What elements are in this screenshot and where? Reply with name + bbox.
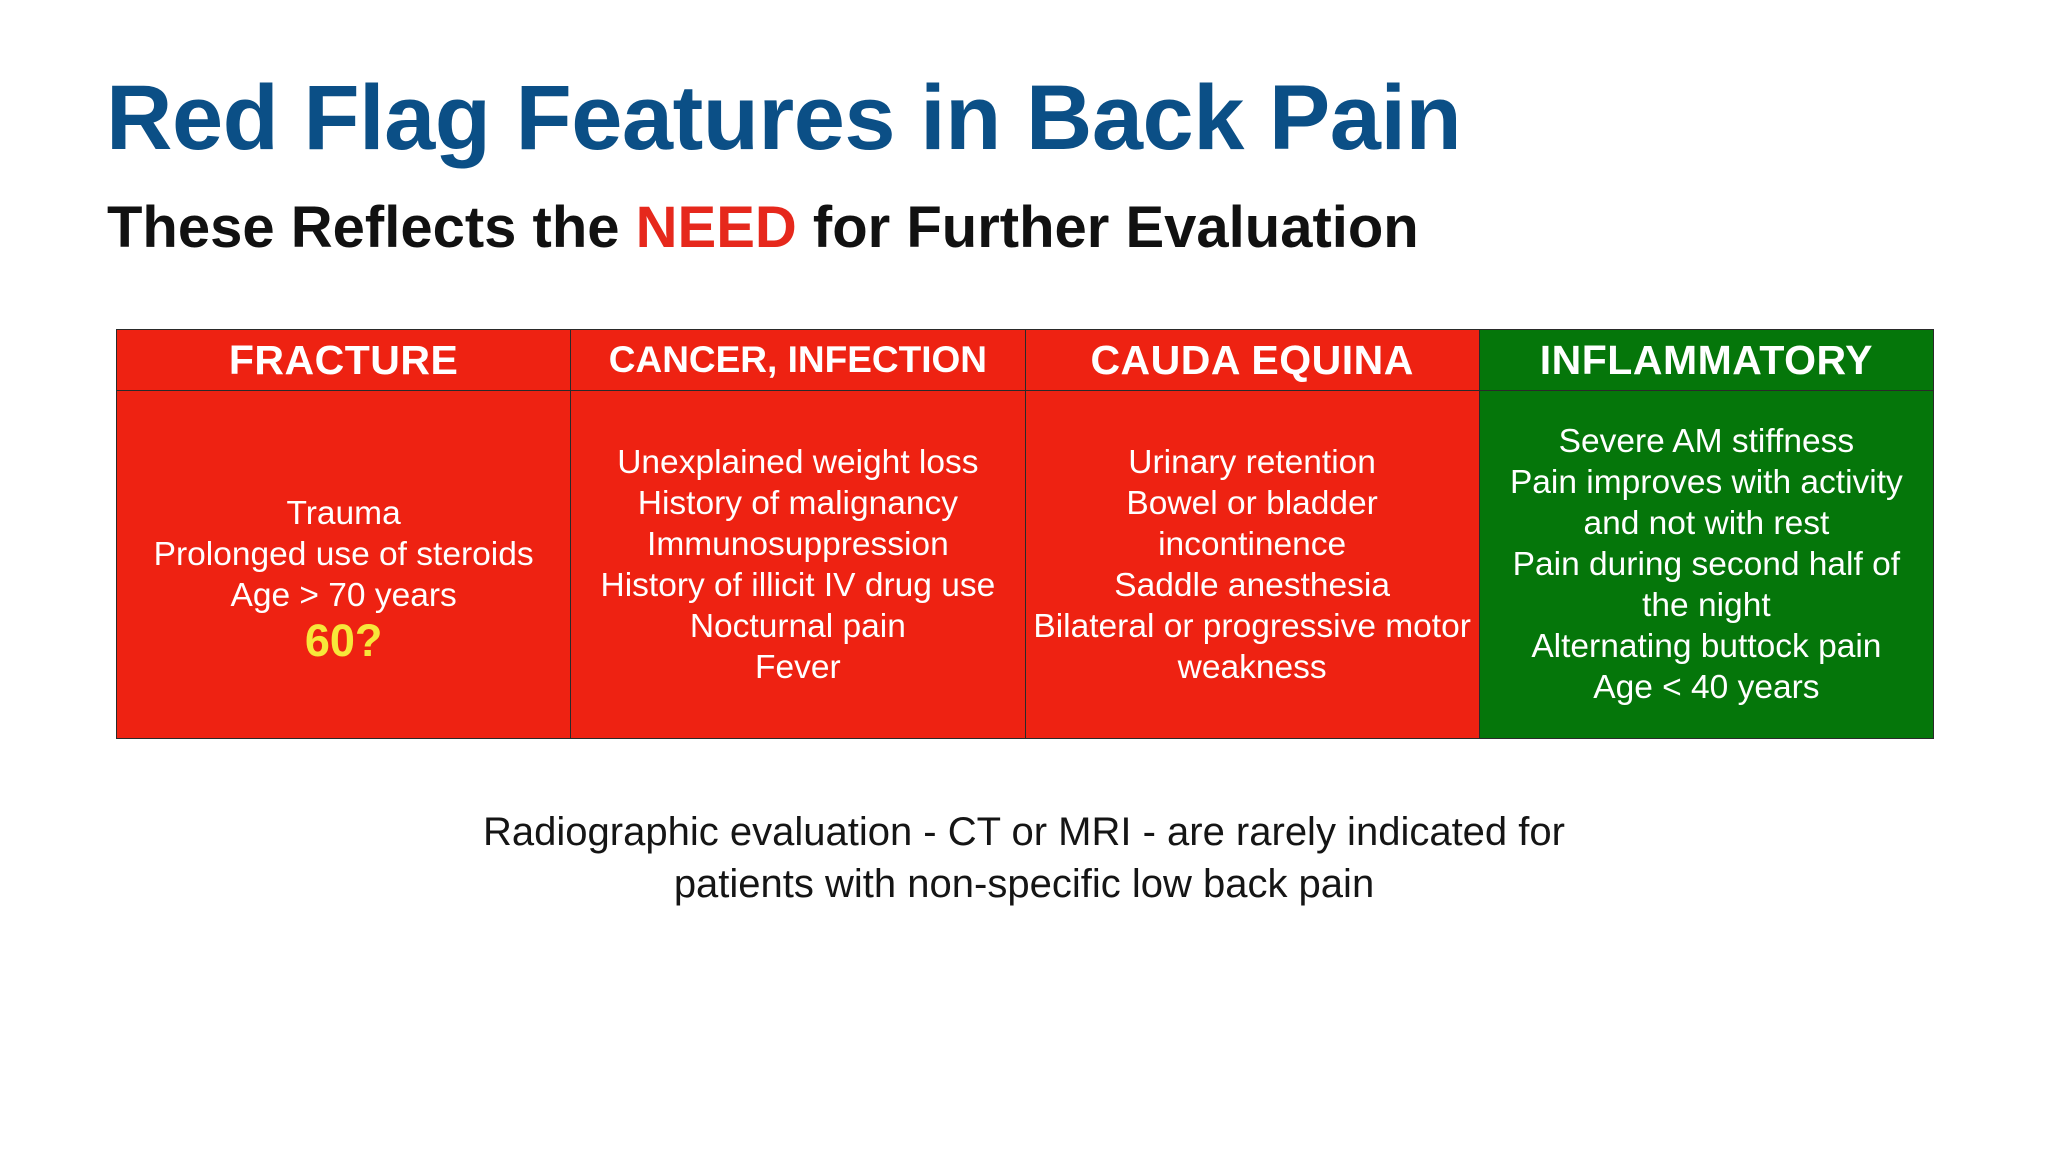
slide-title: Red Flag Features in Back Pain xyxy=(106,67,1462,169)
header-fracture: FRACTURE xyxy=(115,329,572,391)
cell-cauda-equina: Urinary retention Bowel or bladder incon… xyxy=(1024,390,1480,739)
list-item: Urinary retention xyxy=(1128,443,1376,481)
cell-inflammatory: Severe AM stiffness Pain improves with a… xyxy=(1478,390,1935,739)
list-item: Nocturnal pain xyxy=(689,607,906,645)
list-item: Age > 70 years xyxy=(230,577,457,614)
list-item: Severe AM stiffness xyxy=(1558,423,1855,460)
list-item: Bowel or bladder incontinence xyxy=(1126,484,1378,563)
table-body-row: Trauma Prolonged use of steroids Age > 7… xyxy=(115,390,1935,739)
table-header-row: FRACTURE CANCER, INFECTION CAUDA EQUINA … xyxy=(115,329,1935,391)
list-item: Trauma xyxy=(286,495,401,532)
list-item: Pain during second half of the night xyxy=(1512,546,1901,624)
list-item: Alternating buttock pain xyxy=(1531,628,1882,665)
footnote-line-2: patients with non-specific low back pain xyxy=(673,862,1375,906)
footnote: Radiographic evaluation - CT or MRI - ar… xyxy=(0,806,2048,910)
list-item: Age < 40 years xyxy=(1593,669,1820,706)
cell-fracture: Trauma Prolonged use of steroids Age > 7… xyxy=(115,390,572,739)
question-annotation: 60? xyxy=(304,615,383,666)
footnote-line-1: Radiographic evaluation - CT or MRI - ar… xyxy=(483,810,1565,854)
header-inflammatory: INFLAMMATORY xyxy=(1478,329,1935,391)
subtitle-accent-need: NEED xyxy=(635,195,797,260)
list-item: Pain improves with activity and not with… xyxy=(1509,464,1903,542)
list-item: History of illicit IV drug use xyxy=(600,566,996,604)
list-item: History of malignancy xyxy=(637,484,958,522)
list-item: Bilateral or progressive motor weakness xyxy=(1033,607,1471,686)
subtitle-text-after: for Further Evaluation xyxy=(796,195,1419,260)
list-item: Saddle anesthesia xyxy=(1114,566,1390,604)
cell-cancer-infection: Unexplained weight loss History of malig… xyxy=(570,390,1026,739)
slide-subtitle: These Reflects the NEED for Further Eval… xyxy=(107,195,1419,262)
list-item: Prolonged use of steroids xyxy=(153,536,534,573)
list-item: Unexplained weight loss xyxy=(617,443,979,481)
list-item: Fever xyxy=(755,648,841,686)
subtitle-text-before: These Reflects the xyxy=(107,195,636,260)
list-item: Immunosuppression xyxy=(647,525,949,563)
red-flag-table: FRACTURE CANCER, INFECTION CAUDA EQUINA … xyxy=(115,329,1935,739)
header-cancer-infection: CANCER, INFECTION xyxy=(570,329,1026,391)
header-cauda-equina: CAUDA EQUINA xyxy=(1024,329,1480,391)
